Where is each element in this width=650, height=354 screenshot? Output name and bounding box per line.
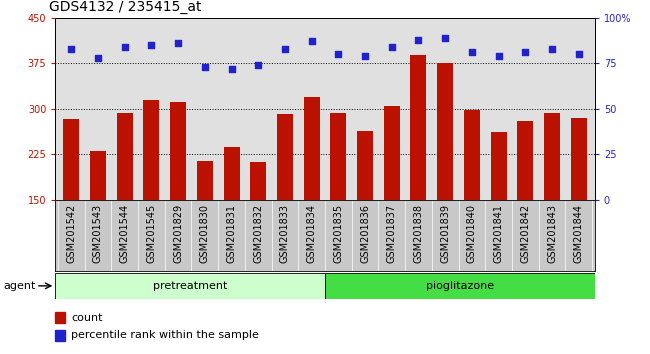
- Text: percentile rank within the sample: percentile rank within the sample: [72, 330, 259, 340]
- Text: GSM201842: GSM201842: [520, 204, 530, 263]
- Bar: [117, 113, 133, 200]
- Text: agent: agent: [3, 281, 36, 291]
- Point: [253, 62, 263, 68]
- Point: [93, 55, 103, 61]
- Bar: [250, 162, 266, 200]
- Text: GSM201831: GSM201831: [226, 204, 237, 263]
- Point: [146, 42, 157, 48]
- Bar: [410, 55, 426, 200]
- Bar: [517, 121, 533, 200]
- Bar: [384, 106, 400, 200]
- Text: GSM201841: GSM201841: [493, 204, 504, 263]
- Bar: [55, 330, 65, 341]
- Point: [360, 53, 370, 59]
- Text: GSM201545: GSM201545: [146, 204, 157, 263]
- Bar: [55, 312, 65, 323]
- Bar: [197, 160, 213, 200]
- Bar: [544, 113, 560, 200]
- Text: GSM201830: GSM201830: [200, 204, 210, 263]
- Text: GSM201840: GSM201840: [467, 204, 477, 263]
- Point: [66, 46, 77, 52]
- Bar: [304, 97, 320, 200]
- Text: GSM201834: GSM201834: [307, 204, 317, 263]
- Bar: [571, 118, 587, 200]
- Text: GDS4132 / 235415_at: GDS4132 / 235415_at: [49, 0, 202, 14]
- Point: [333, 51, 344, 57]
- Point: [120, 44, 130, 50]
- Text: GSM201835: GSM201835: [333, 204, 343, 263]
- Text: GSM201829: GSM201829: [173, 204, 183, 263]
- Point: [493, 53, 504, 59]
- Bar: [224, 147, 240, 200]
- Text: GSM201542: GSM201542: [66, 204, 76, 263]
- Text: GSM201843: GSM201843: [547, 204, 557, 263]
- Point: [200, 64, 210, 70]
- Text: GSM201838: GSM201838: [413, 204, 424, 263]
- Point: [520, 50, 530, 55]
- Text: pretreatment: pretreatment: [153, 281, 228, 291]
- Bar: [330, 113, 346, 200]
- Bar: [63, 119, 79, 200]
- Bar: [357, 131, 373, 200]
- Text: GSM201839: GSM201839: [440, 204, 450, 263]
- Text: GSM201832: GSM201832: [254, 204, 263, 263]
- Point: [226, 66, 237, 72]
- Bar: [491, 132, 506, 200]
- Point: [173, 40, 183, 46]
- Bar: [144, 100, 159, 200]
- Point: [440, 35, 450, 41]
- Bar: [170, 102, 186, 200]
- Point: [467, 50, 477, 55]
- Bar: [90, 152, 106, 200]
- Text: GSM201844: GSM201844: [574, 204, 584, 263]
- Bar: [277, 114, 293, 200]
- Point: [387, 44, 397, 50]
- Text: GSM201544: GSM201544: [120, 204, 130, 263]
- Bar: [325, 273, 595, 299]
- Text: GSM201833: GSM201833: [280, 204, 290, 263]
- Point: [547, 46, 557, 52]
- Point: [306, 39, 317, 44]
- Bar: [55, 273, 325, 299]
- Bar: [437, 63, 453, 200]
- Point: [413, 37, 424, 42]
- Text: count: count: [72, 313, 103, 322]
- Text: GSM201836: GSM201836: [360, 204, 370, 263]
- Text: pioglitazone: pioglitazone: [426, 281, 494, 291]
- Bar: [464, 110, 480, 200]
- Text: GSM201837: GSM201837: [387, 204, 396, 263]
- Point: [573, 51, 584, 57]
- Point: [280, 46, 290, 52]
- Text: GSM201543: GSM201543: [93, 204, 103, 263]
